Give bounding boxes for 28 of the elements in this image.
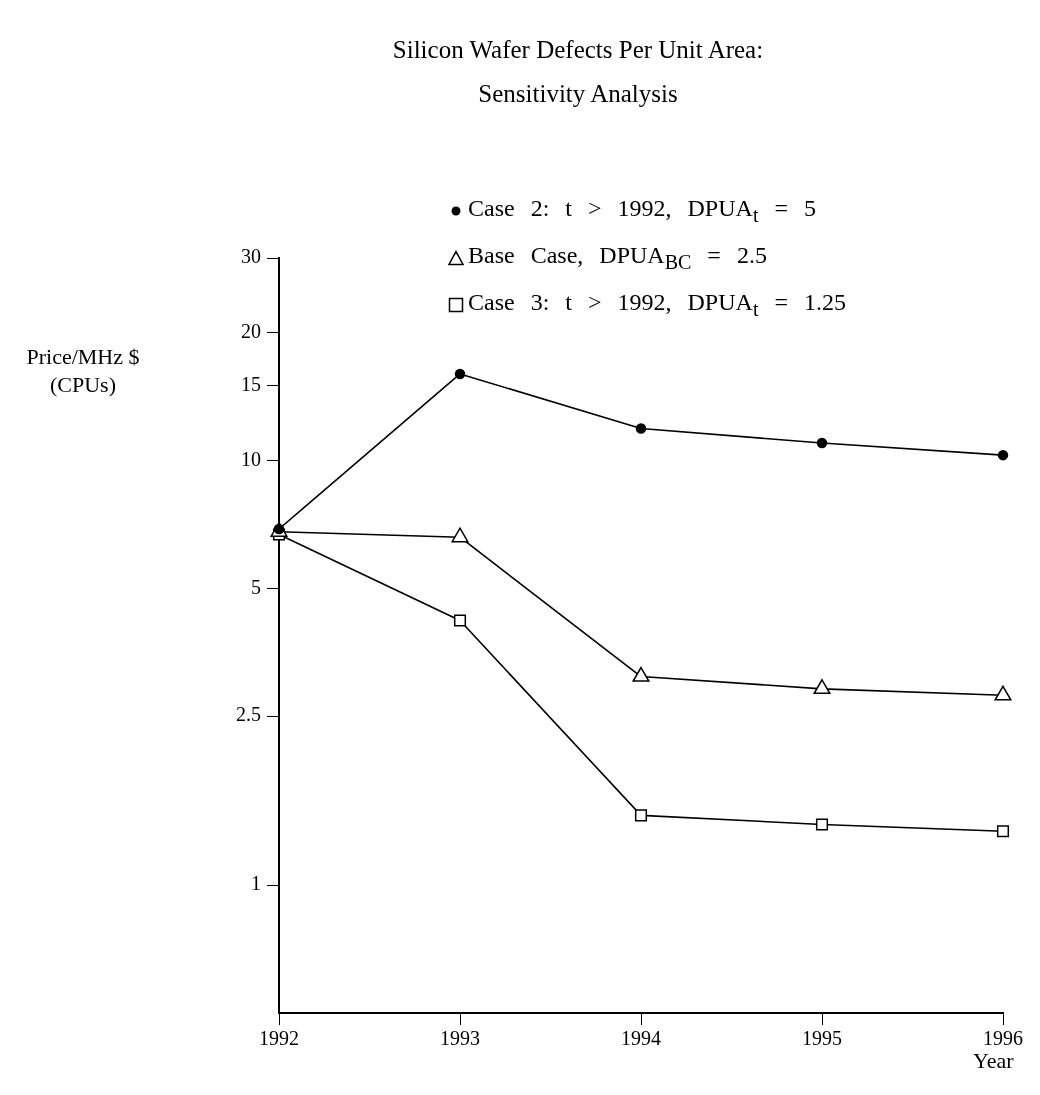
point (815, 818, 829, 831)
y-tick-label: 20 (241, 320, 261, 343)
x-tick-label: 1993 (440, 1027, 480, 1050)
chart-subtitle: Sensitivity Analysis (477, 79, 679, 109)
point (634, 809, 648, 822)
legend-label: Case 3: t > 1992, DPUA$_{t}$ = 1.25 (468, 287, 846, 322)
x-tick-label: 1992 (259, 1027, 299, 1050)
x-tick-label: 1996 (983, 1027, 1023, 1050)
legend-label: Base Case, DPUA$_{BC}$ = 2.5 (468, 240, 767, 275)
x-tick-label: 1994 (621, 1027, 661, 1050)
y-tick-label: 5 (251, 575, 261, 598)
y-axis-title: Price/MHz $ (CPUs) (25, 343, 141, 399)
y-tick-label: 15 (241, 373, 261, 396)
point (997, 449, 1009, 461)
point (453, 614, 467, 627)
legend-label: Case 2: t > 1992, DPUA$_{t}$ = 5 (468, 194, 816, 228)
x-axis-title: Year (973, 1048, 1014, 1074)
chart-title: Silicon Wafer Defects Per Unit Area: (391, 35, 765, 65)
point (635, 423, 647, 434)
point (816, 437, 828, 449)
y-tick-label: 30 (241, 245, 261, 268)
point (813, 679, 831, 695)
y-tick-label: 2.5 (236, 703, 261, 726)
x-tick-label: 1995 (802, 1027, 842, 1050)
y-tick-label: 10 (241, 447, 261, 470)
point (996, 825, 1010, 838)
y-tick-label: 1 (251, 872, 261, 895)
point (454, 368, 466, 380)
